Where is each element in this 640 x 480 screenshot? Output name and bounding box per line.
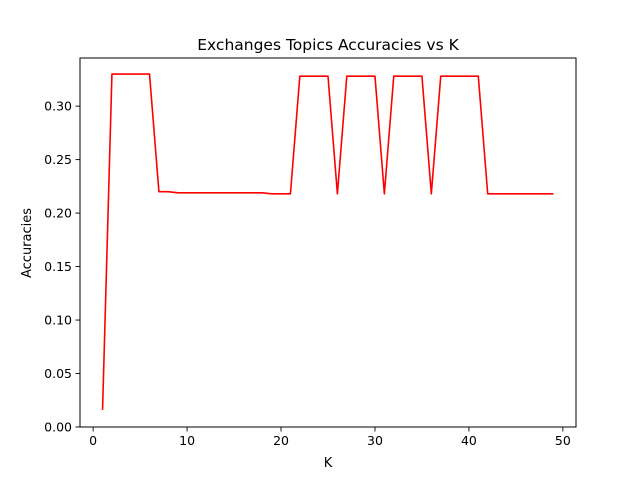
y-tick-label: 0.20 xyxy=(44,206,72,221)
x-axis-label: K xyxy=(324,456,333,471)
y-tick-label: 0.05 xyxy=(44,366,72,381)
x-tick-label: 20 xyxy=(273,433,289,448)
x-tick-label: 10 xyxy=(179,433,195,448)
x-tick-label: 40 xyxy=(461,433,477,448)
y-axis-label: Accuracies xyxy=(20,208,35,278)
y-tick-label: 0.15 xyxy=(44,259,72,274)
y-tick-label: 0.25 xyxy=(44,152,72,167)
data-line-series-1 xyxy=(101,73,554,410)
y-tick-label: 0.00 xyxy=(44,420,72,435)
x-tick-label: 30 xyxy=(367,433,383,448)
plot-area: 0 10 20 30 40 50 0.00 0.05 0.10 0.15 0.20 0.25 0.30 xyxy=(44,57,577,448)
y-tick-label: 0.30 xyxy=(44,99,72,114)
y-tick-label: 0.10 xyxy=(44,313,72,328)
x-tick-label: 0 xyxy=(89,433,97,448)
axes-frame xyxy=(79,57,577,428)
x-tick-label: 50 xyxy=(555,433,571,448)
chart-title: Exchanges Topics Accuracies vs K xyxy=(197,36,459,54)
